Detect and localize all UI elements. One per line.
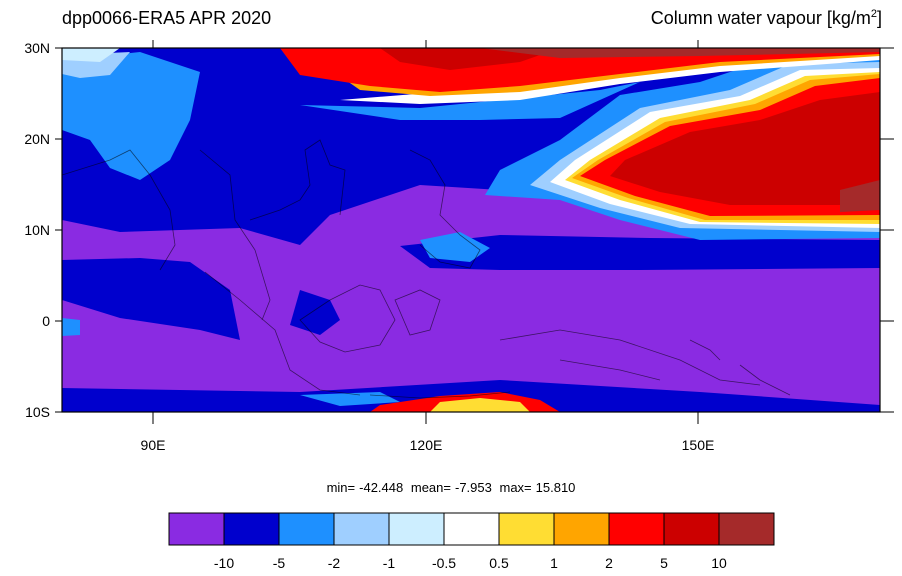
colorbar-label: 10 xyxy=(711,555,727,571)
colorbar-label: -1 xyxy=(383,555,396,571)
colorbar-swatch xyxy=(388,512,445,546)
colorbar-swatch xyxy=(498,512,555,546)
colorbar-label: 2 xyxy=(605,555,613,571)
plot-title-right: Column water vapour [kg/m2] xyxy=(650,8,882,28)
lat-label: 10S xyxy=(25,404,50,420)
colorbar-label: 1 xyxy=(550,555,558,571)
field-plot xyxy=(62,48,880,412)
colorbar-label: -2 xyxy=(328,555,341,571)
map-panel: 30N 20N 10N 0 10S 90E 120E 150E xyxy=(24,40,894,453)
axis-ticks xyxy=(55,40,894,424)
colorbar-swatch xyxy=(333,512,390,546)
lon-label: 120E xyxy=(410,437,443,453)
colorbar-swatch xyxy=(223,512,280,546)
colorbar-swatch xyxy=(718,512,775,546)
colorbar-swatch xyxy=(168,512,225,546)
field-stats: min= -42.448 mean= -7.953 max= 15.810 xyxy=(326,480,576,495)
lon-label: 150E xyxy=(682,437,715,453)
lat-label: 10N xyxy=(24,222,50,238)
colorbar-swatch xyxy=(663,512,720,546)
colorbar-label: 5 xyxy=(660,555,668,571)
lat-label: 30N xyxy=(24,40,50,56)
lat-label: 20N xyxy=(24,131,50,147)
colorbar-swatch xyxy=(553,512,610,546)
lon-label: 90E xyxy=(141,437,166,453)
colorbar-label: -5 xyxy=(273,555,286,571)
colorbar-label: -0.5 xyxy=(432,555,456,571)
colorbar-swatch xyxy=(443,512,500,546)
colorbar-label: -10 xyxy=(214,555,234,571)
colorbar-label: 0.5 xyxy=(489,555,509,571)
plot-title-left: dpp0066-ERA5 APR 2020 xyxy=(62,8,272,28)
lat-label: 0 xyxy=(42,313,50,329)
colorbar-swatch xyxy=(278,512,335,546)
colorbar-swatch xyxy=(608,512,665,546)
